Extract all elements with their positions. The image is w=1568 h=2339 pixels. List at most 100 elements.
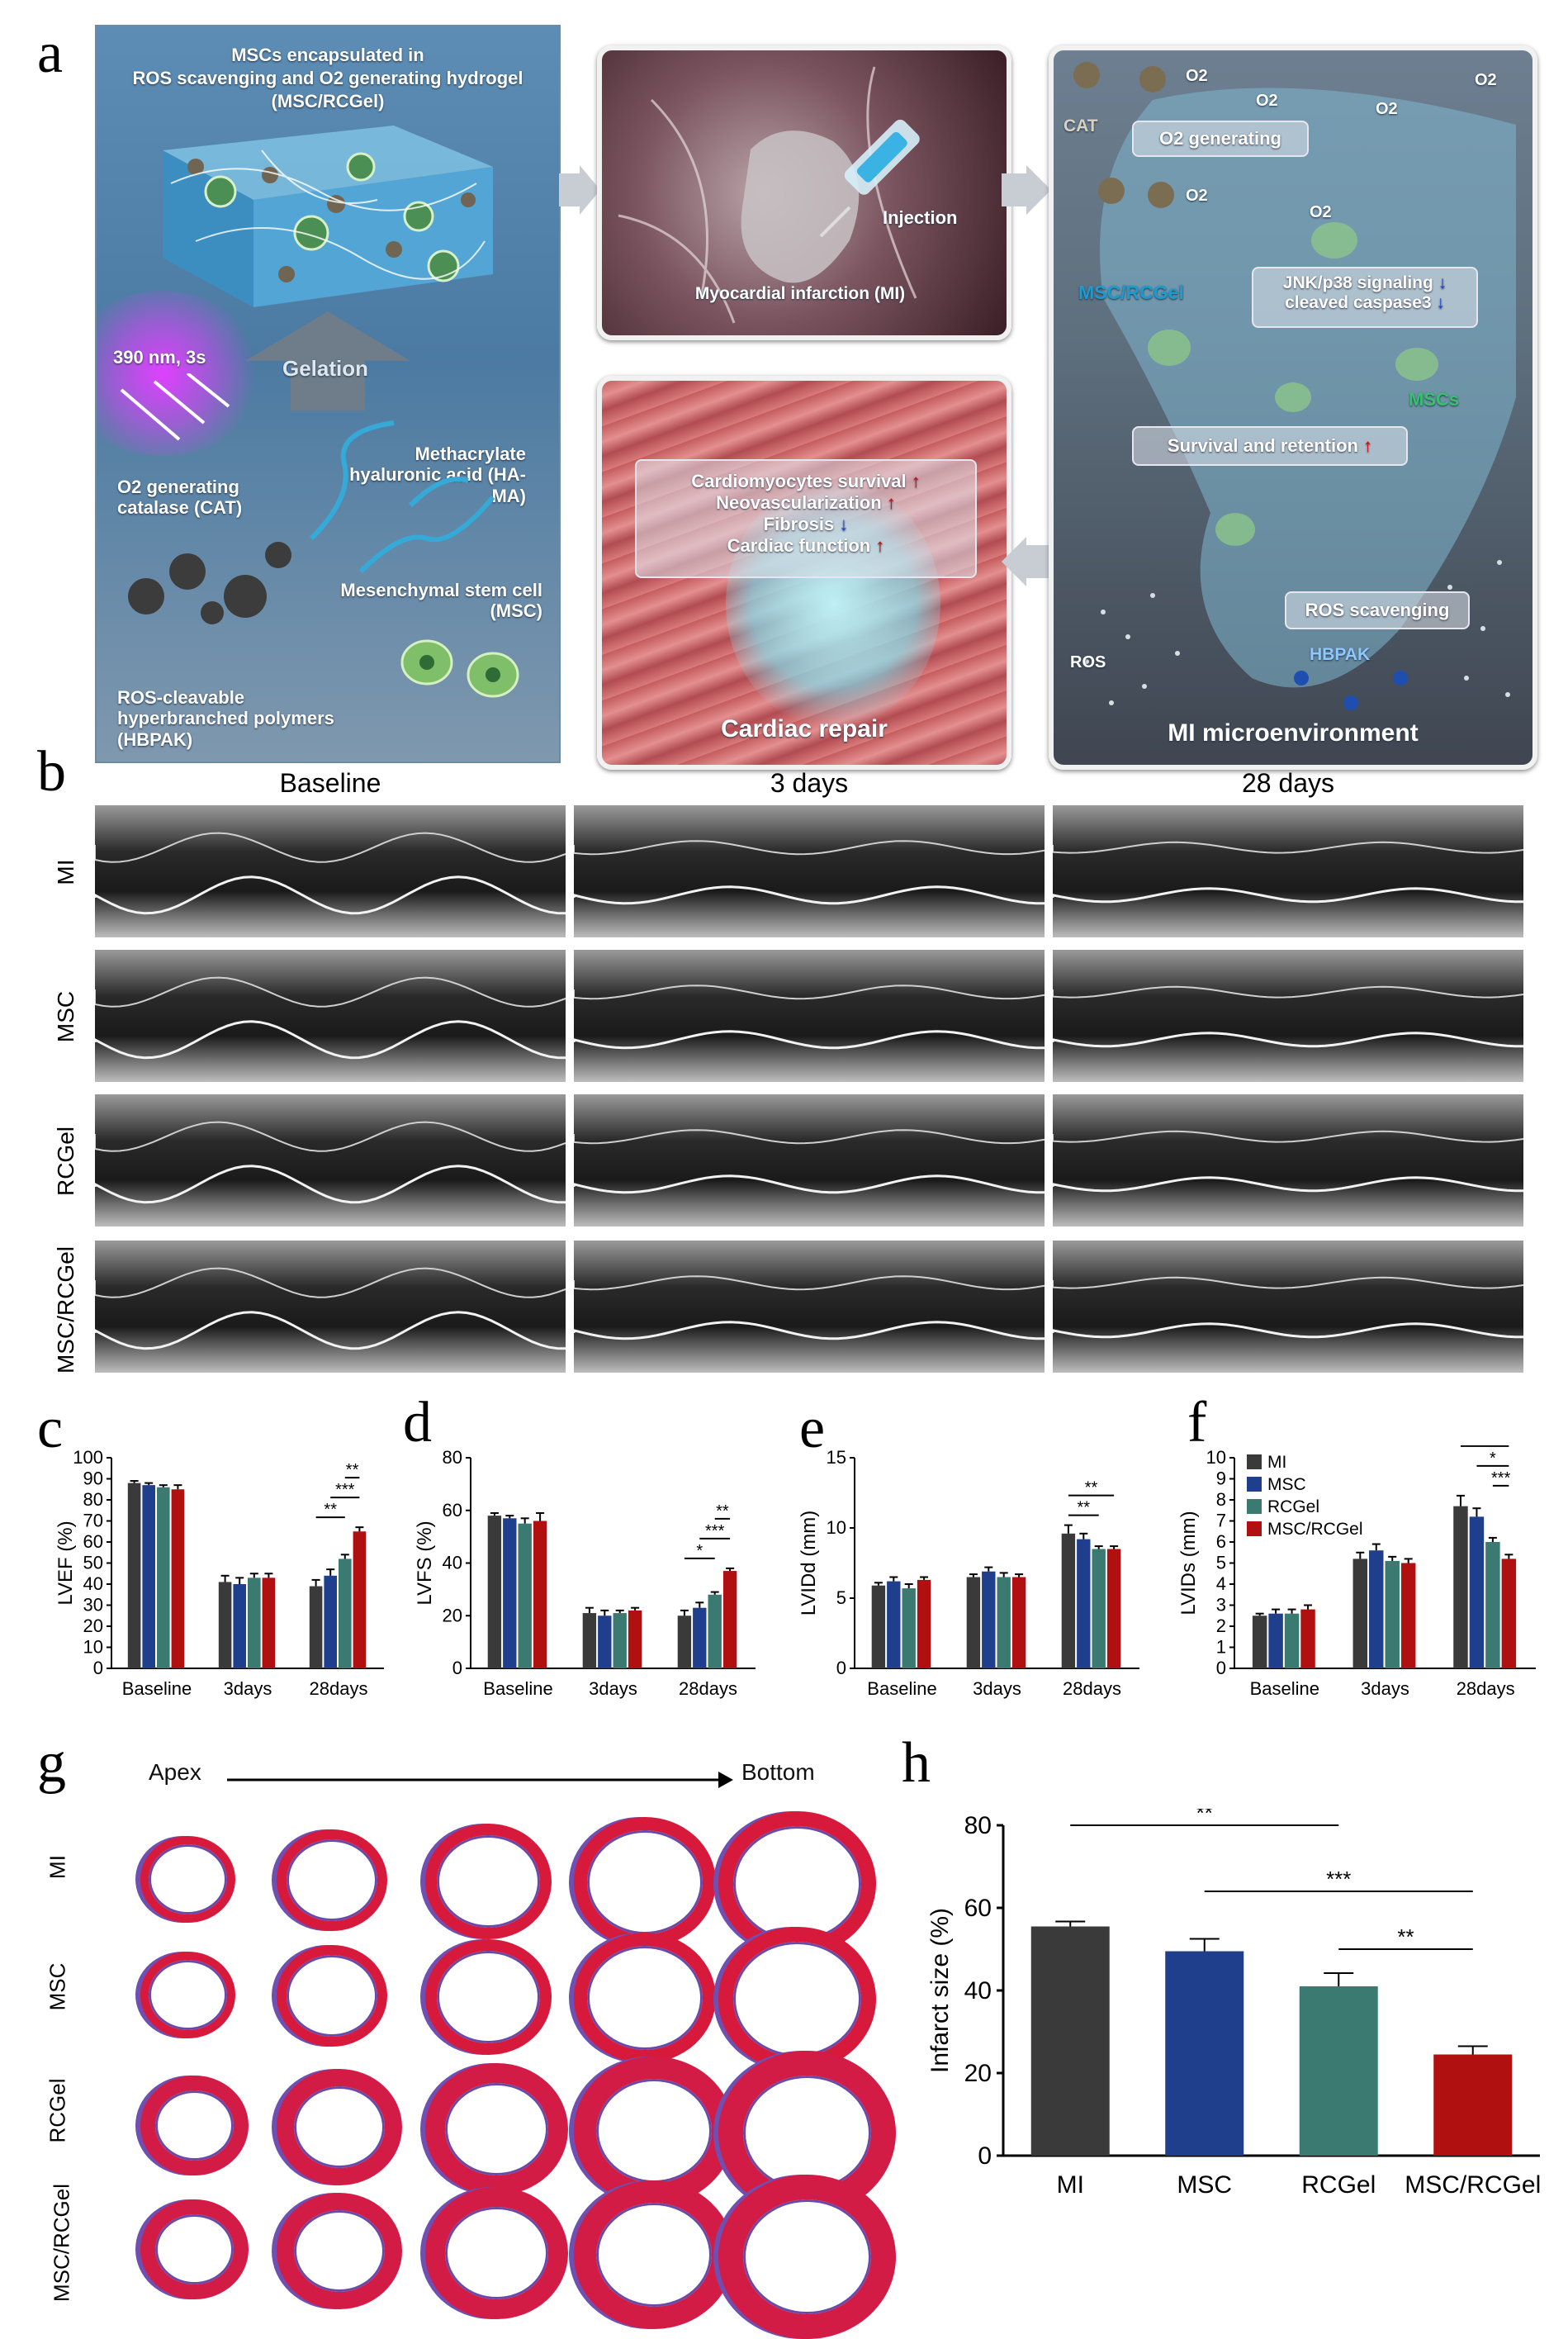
heart-section-3-1 <box>140 2076 249 2176</box>
cardiac-repair-label: Cardiac repair <box>602 715 1007 744</box>
bar-rcgel-baseline <box>519 1524 532 1668</box>
significance-label: *** <box>1475 1445 1495 1448</box>
echo-image-3-3 <box>1053 1094 1523 1226</box>
y-tick-label: 80 <box>83 1489 103 1510</box>
significance-label: *** <box>705 1522 725 1540</box>
y-axis-label: LVEF (%) <box>54 1521 77 1605</box>
bar-rcgel-baseline <box>1285 1614 1299 1668</box>
schematic-title-2: ROS scavenging and O2 generating hydroge… <box>97 68 559 89</box>
y-tick-label: 6 <box>1216 1531 1226 1552</box>
significance-label: ** <box>324 1501 337 1519</box>
mi-microenvironment-label: MI microenvironment <box>1054 719 1532 748</box>
panel-label-d: d <box>403 1394 432 1452</box>
y-tick-label: 40 <box>83 1573 103 1594</box>
y-tick-label: 7 <box>1216 1511 1226 1531</box>
significance-label: * <box>1490 1449 1496 1468</box>
bar-msc-rcgel-3days <box>1012 1578 1026 1669</box>
bar-msc-rcgel-28days <box>1502 1559 1516 1668</box>
bar-msc-rcgel-baseline <box>1300 1610 1315 1668</box>
repair-item-3: Fibrosis ↓ <box>637 514 975 535</box>
stain-row-msc: MSC <box>45 1938 71 2037</box>
y-axis-label: Infarct size (%) <box>926 1908 954 2073</box>
echo-image-3-1 <box>95 1094 566 1226</box>
significance-label: *** <box>1326 1867 1351 1891</box>
significance-label: ** <box>1196 1809 1213 1825</box>
bar-rcgel-28days <box>1092 1549 1106 1669</box>
uv-arrows-icon <box>113 373 237 464</box>
heart-section-1-3 <box>425 1824 552 1940</box>
schematic-title-1: MSCs encapsulated in <box>97 45 559 66</box>
bar-mi-baseline <box>128 1483 141 1668</box>
y-tick-label: 5 <box>836 1587 846 1608</box>
bar-mi-3days <box>583 1613 596 1668</box>
y-tick-label: 30 <box>83 1595 103 1615</box>
bar-rcgel-28days <box>708 1595 722 1668</box>
o2-label-2: O2 <box>1256 92 1278 111</box>
y-tick-label: 0 <box>452 1658 462 1678</box>
y-tick-label: 1 <box>1216 1637 1226 1658</box>
bar-rcgel-baseline <box>157 1487 170 1668</box>
y-tick-label: 10 <box>827 1517 846 1538</box>
panel-label-h: h <box>902 1734 931 1792</box>
echo-row-rcgel: RCGel <box>53 1079 79 1244</box>
echo-image-4-1 <box>95 1241 566 1373</box>
y-tick-label: 60 <box>443 1500 462 1521</box>
y-tick-label: 20 <box>443 1605 462 1625</box>
significance-label: *** <box>1491 1469 1511 1487</box>
echo-row-msc-rcgel: MSC/RCGel <box>53 1227 79 1392</box>
hydrogel-block-illustration <box>146 117 509 316</box>
heart-section-4-1 <box>140 2199 249 2300</box>
echo-image-3-2 <box>574 1094 1045 1226</box>
myocardial-infarction-card: Injection Myocardial infarction (MI) <box>597 45 1011 340</box>
hydrogel-schematic: MSCs encapsulated in ROS scavenging and … <box>95 25 561 763</box>
bar-msc-28days <box>324 1576 337 1668</box>
echo-row-msc: MSC <box>53 934 79 1099</box>
y-tick-label: 50 <box>83 1553 103 1573</box>
bar-msc-baseline <box>142 1485 155 1668</box>
flow-arrow-3 <box>1002 537 1051 586</box>
legend-swatch <box>1247 1454 1262 1469</box>
bar-rcgel-baseline <box>902 1588 916 1668</box>
bar-mi-28days <box>310 1587 323 1668</box>
mi-card-label: Myocardial infarction (MI) <box>685 284 916 304</box>
y-axis-label: LVFS (%) <box>414 1521 436 1605</box>
gelation-label: Gelation <box>282 357 368 382</box>
y-tick-label: 70 <box>83 1511 103 1531</box>
o2-label-1: O2 <box>1186 67 1208 86</box>
panel-label-f: f <box>1187 1394 1206 1452</box>
stain-row-mi: MI <box>45 1818 71 1917</box>
y-tick-label: 5 <box>1216 1553 1226 1573</box>
y-tick-label: 90 <box>83 1468 103 1489</box>
heart-section-2-5 <box>718 1927 876 2072</box>
bar-msc-28days <box>1470 1516 1484 1668</box>
echo-image-2-3 <box>1053 950 1523 1082</box>
y-tick-label: 100 <box>73 1447 103 1468</box>
legend-label: MSC/RCGel <box>1267 1520 1363 1539</box>
bar-msc-3days <box>233 1584 246 1668</box>
bar-msc-3days <box>1369 1550 1383 1668</box>
significance-label: ** <box>1078 1499 1091 1517</box>
echo-row-mi: MI <box>53 790 79 955</box>
bottom-label: Bottom <box>741 1759 815 1786</box>
bar-mi-28days <box>1062 1534 1075 1668</box>
heart-section-2-2 <box>277 1945 387 2047</box>
x-tick-label: 3days <box>973 1678 1021 1699</box>
heart-section-4-5 <box>718 2175 896 2339</box>
heart-section-1-1 <box>140 1836 235 1924</box>
o2-label-3: O2 <box>1376 100 1398 119</box>
msc-cells <box>386 629 534 704</box>
bar-msc-3days <box>598 1615 611 1668</box>
y-tick-label: 0 <box>1216 1658 1226 1678</box>
bar-rcgel-3days <box>1386 1561 1400 1668</box>
x-tick-label: RCGel <box>1301 2171 1376 2199</box>
hbpak-short-label: HBPAK <box>1310 645 1370 665</box>
bar-msc-rcgel-3days <box>1401 1563 1415 1669</box>
bar-mi-baseline <box>488 1516 501 1668</box>
repair-outcomes-box: Cardiomyocytes survival ↑ Neovasculariza… <box>635 459 977 578</box>
bar-mi-28days <box>1453 1506 1467 1668</box>
bar-msc-3days <box>982 1572 995 1668</box>
o2-label-4: O2 <box>1475 71 1497 90</box>
